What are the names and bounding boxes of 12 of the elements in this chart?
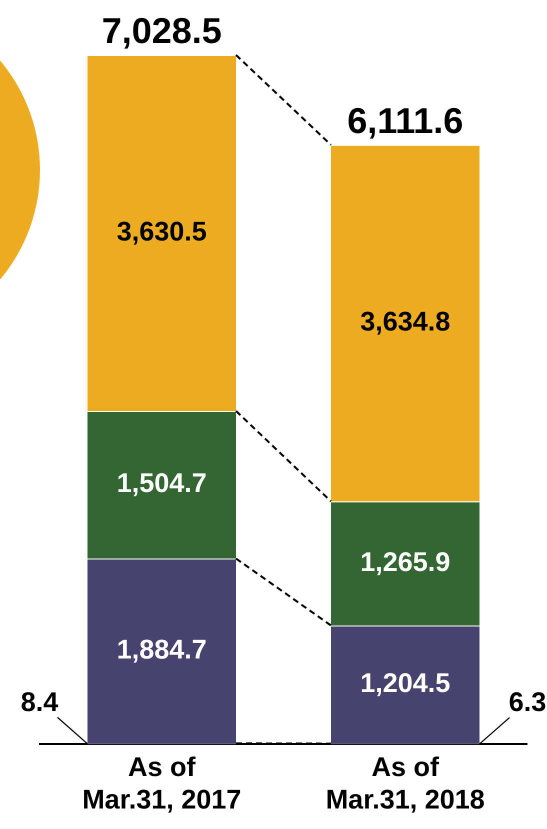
data-label: 1,265.9	[360, 546, 450, 577]
data-label: 6.3	[508, 687, 546, 718]
data-label: 1,884.7	[116, 634, 207, 664]
x-tick-label: As of Mar.31, 2017	[82, 752, 242, 814]
data-label: 3,634.8	[360, 306, 450, 337]
data-label: 1,504.7	[116, 468, 207, 498]
total-label: 6,111.6	[347, 100, 464, 141]
x-tick-label: As of Mar.31, 2018	[326, 752, 485, 814]
total-label: 7,028.5	[102, 10, 222, 51]
data-label: 8.4	[20, 686, 58, 717]
data-label: 3,630.5	[116, 216, 207, 246]
data-label: 1,204.5	[360, 668, 450, 698]
